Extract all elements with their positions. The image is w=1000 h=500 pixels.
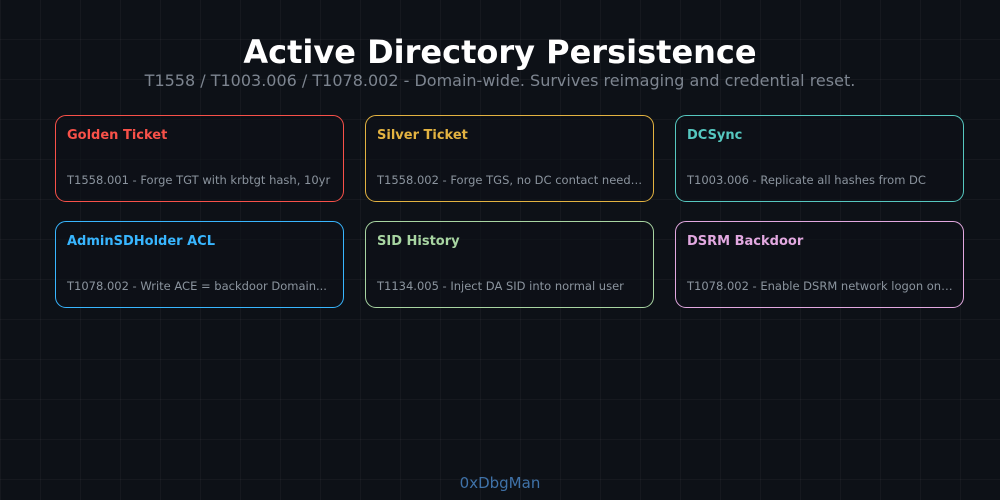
page-subtitle: T1558 / T1003.006 / T1078.002 - Domain-w… bbox=[144, 71, 856, 90]
card-dsrm-backdoor: DSRM Backdoor T1078.002 - Enable DSRM ne… bbox=[675, 221, 964, 308]
card-adminsdholder-acl: AdminSDHolder ACL T1078.002 - Write ACE … bbox=[55, 221, 344, 308]
card-title: DSRM Backdoor bbox=[687, 234, 804, 249]
card-description: T1078.002 - Enable DSRM network logon on… bbox=[687, 279, 953, 293]
card-description: T1558.002 - Forge TGS, no DC contact nee… bbox=[377, 173, 643, 187]
card-dcsync: DCSync T1003.006 - Replicate all hashes … bbox=[675, 115, 964, 202]
technique-grid: Golden Ticket T1558.001 - Forge TGT with… bbox=[55, 115, 965, 310]
card-sid-history: SID History T1134.005 - Inject DA SID in… bbox=[365, 221, 654, 308]
card-title: Silver Ticket bbox=[377, 128, 468, 143]
card-description: T1003.006 - Replicate all hashes from DC bbox=[687, 173, 926, 187]
page-title: Active Directory Persistence bbox=[243, 33, 757, 71]
card-golden-ticket: Golden Ticket T1558.001 - Forge TGT with… bbox=[55, 115, 344, 202]
author-credit: 0xDbgMan bbox=[459, 474, 541, 492]
card-description: T1134.005 - Inject DA SID into normal us… bbox=[377, 279, 624, 293]
card-title: Golden Ticket bbox=[67, 128, 168, 143]
card-title: DCSync bbox=[687, 128, 743, 143]
card-title: AdminSDHolder ACL bbox=[67, 234, 215, 249]
card-title: SID History bbox=[377, 234, 460, 249]
card-silver-ticket: Silver Ticket T1558.002 - Forge TGS, no … bbox=[365, 115, 654, 202]
card-description: T1078.002 - Write ACE = backdoor Domain.… bbox=[67, 279, 327, 293]
card-description: T1558.001 - Forge TGT with krbtgt hash, … bbox=[67, 173, 331, 187]
